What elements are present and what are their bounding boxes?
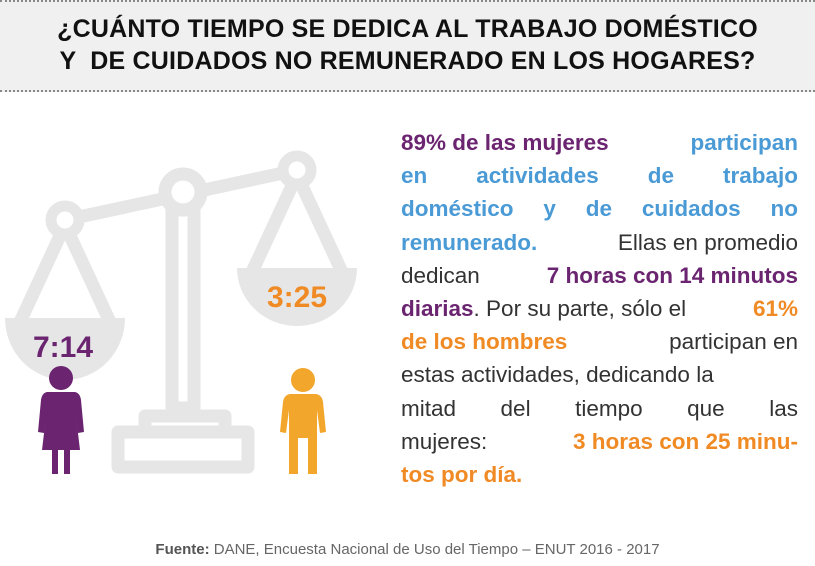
source-text: DANE, Encuesta Nacional de Uso del Tiemp… [209,541,660,558]
text-segment: de [647,163,675,189]
woman-icon [38,366,84,474]
text-segment: participan en [669,329,798,355]
text-segment: . Por su parte, sólo el [473,296,687,322]
text-segment: de [585,196,612,222]
text-segment: cuidados [641,196,741,222]
text-segment: participan [690,130,798,155]
text-segment: que [687,395,725,421]
men-hours: 3 horas con 25 minu- [572,428,798,454]
text-segment: doméstico [401,196,514,222]
text-segment: estas actividades, dedicando la [401,362,714,388]
text-segment: trabajo [722,163,798,189]
women-hours: 7 horas con 14 minutos [546,262,798,288]
source-label: Fuente: [155,541,210,558]
text-segment: diarias [401,296,474,322]
page-title: ¿CUÁNTO TIEMPO SE DEDICA AL TRABAJO DOMÉ… [0,13,815,77]
text-segment: del [500,395,531,421]
text-segment: remunerado. [401,229,538,255]
women-time: 7:14 [33,331,93,364]
text-segment: mitad [401,395,457,421]
text-segment: en [401,163,428,189]
text-segment: de los hombres [401,329,568,355]
text-segment: y [543,196,556,222]
text-segment: Ellas en promedio [617,229,798,255]
description-text: 89% de las mujeres participan en actividad… [401,126,798,491]
men-percentage: 61% [752,296,798,322]
men-time: 3:25 [267,281,327,314]
source-footer: Fuente: DANE, Encuesta Nacional de Uso d… [0,541,815,558]
title-line-2: Y DE CUIDADOS NO REMUNERADO EN LOS HOGAR… [59,47,756,75]
title-line-1: ¿CUÁNTO TIEMPO SE DEDICA AL TRABAJO DOMÉ… [57,15,758,43]
text-segment: actividades [476,163,599,189]
text-segment: mujeres: [401,428,488,454]
text-segment: tos por día. [401,462,523,488]
text-segment: las [769,395,798,421]
text-segment: tiempo [575,395,643,421]
header-banner: ¿CUÁNTO TIEMPO SE DEDICA AL TRABAJO DOMÉ… [0,0,815,92]
balance-scale-icon: 7:14 3:25 [5,150,357,474]
text-segment: no [770,196,798,222]
man-icon [280,368,326,474]
text-segment: dedican [401,262,480,288]
women-percentage: 89% de las mujeres [401,130,609,155]
